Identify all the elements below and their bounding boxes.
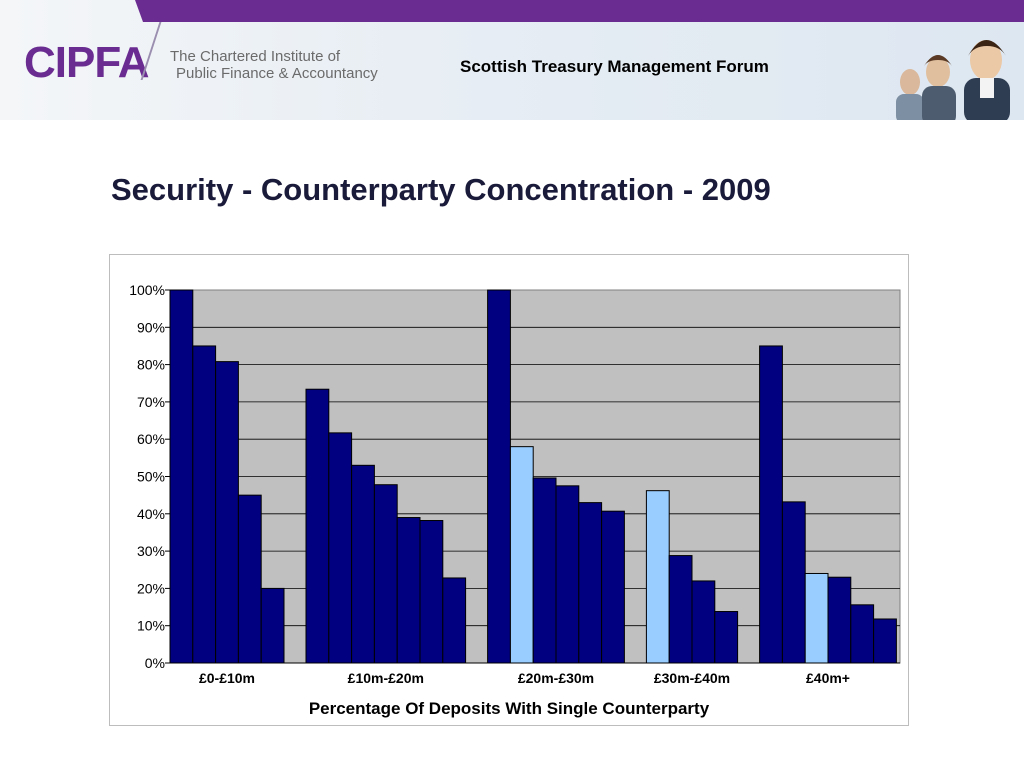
header-banner: CIPFA The Chartered Institute of Public … xyxy=(0,0,1024,120)
bar xyxy=(668,555,693,664)
bar xyxy=(759,345,783,664)
header-stripe xyxy=(135,0,1024,22)
y-tick-label: 80% xyxy=(137,357,165,373)
bar xyxy=(373,484,398,664)
y-tick-label: 100% xyxy=(129,282,165,298)
x-tick-label: £40m+ xyxy=(806,670,850,686)
y-tick-label: 70% xyxy=(137,394,165,410)
bar xyxy=(237,494,262,664)
bar xyxy=(873,618,897,664)
bar xyxy=(781,501,806,664)
bar xyxy=(487,289,511,664)
bar xyxy=(328,432,353,664)
bar xyxy=(714,611,739,664)
bar xyxy=(305,388,330,664)
bar xyxy=(509,446,534,664)
x-axis-label: Percentage Of Deposits With Single Count… xyxy=(308,699,710,718)
slide-title: Security - Counterparty Concentration - … xyxy=(111,172,771,207)
x-tick-label: £10m-£20m xyxy=(348,670,424,686)
bar xyxy=(260,587,285,664)
bar xyxy=(396,517,421,664)
bar xyxy=(351,464,375,664)
x-tick-label: £30m-£40m xyxy=(654,670,730,686)
y-tick-label: 60% xyxy=(137,431,165,447)
y-tick-label: 10% xyxy=(137,618,165,634)
bar xyxy=(804,572,829,664)
bar xyxy=(419,520,444,664)
org-name-line2: Public Finance & Accountancy xyxy=(176,65,378,82)
bar xyxy=(555,485,580,664)
bar-chart: 0% 10% 20% 30% 40% 50% 60% 70% 80% 90% 100% £0-£10m… xyxy=(129,282,901,686)
bar xyxy=(601,510,625,664)
bar xyxy=(442,577,467,664)
org-name: The Chartered Institute of Public Financ… xyxy=(170,48,378,82)
bar xyxy=(691,580,716,664)
forum-title: Scottish Treasury Management Forum xyxy=(460,57,769,76)
y-tick-label: 90% xyxy=(137,319,165,335)
y-tick-label: 50% xyxy=(137,469,165,485)
bar xyxy=(532,477,557,664)
y-tick-label: 0% xyxy=(145,655,165,671)
org-name-line1: The Chartered Institute of xyxy=(170,48,341,65)
y-tick-label: 20% xyxy=(137,580,165,596)
x-tick-label: £0-£10m xyxy=(199,670,255,686)
bar xyxy=(169,289,194,664)
people-photo-icon xyxy=(896,40,1010,120)
bar xyxy=(192,345,217,664)
bar xyxy=(215,361,239,664)
bar xyxy=(645,490,670,664)
x-tick-label: £20m-£30m xyxy=(518,670,594,686)
cipfa-logo[interactable]: CIPFA xyxy=(24,38,150,87)
bar xyxy=(850,604,875,664)
y-tick-label: 30% xyxy=(137,543,165,559)
chart-frame: 0% 10% 20% 30% 40% 50% 60% 70% 80% 90% 100% £0-£10m… xyxy=(109,254,909,726)
bar xyxy=(827,576,852,664)
y-tick-label: 40% xyxy=(137,506,165,522)
bar xyxy=(578,502,603,664)
